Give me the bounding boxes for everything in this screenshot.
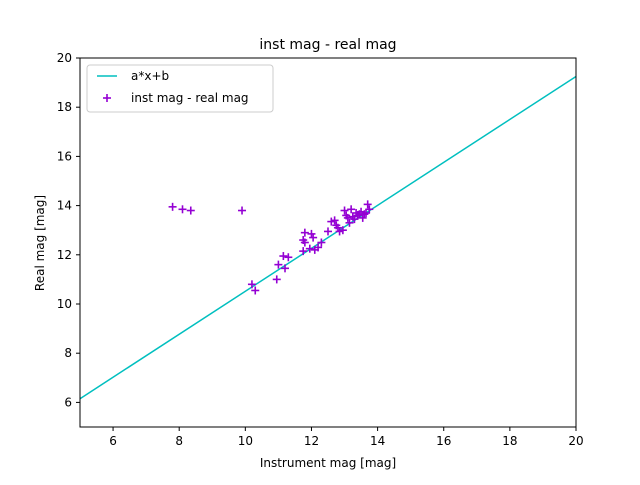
data-point — [284, 253, 293, 262]
y-tick-label: 10 — [57, 297, 72, 311]
chart-title: inst mag - real mag — [259, 37, 396, 53]
data-point — [300, 228, 309, 237]
data-point — [365, 205, 374, 214]
x-axis-label: Instrument mag [mag] — [260, 456, 396, 470]
x-tick-label: 10 — [238, 434, 253, 448]
y-tick-label: 8 — [64, 346, 72, 360]
data-point — [343, 213, 352, 222]
data-point — [299, 247, 308, 256]
x-tick-label: 14 — [370, 434, 385, 448]
x-tick-label: 6 — [109, 434, 117, 448]
data-point — [186, 206, 195, 215]
y-tick-label: 18 — [57, 100, 72, 114]
legend: a*x+b inst mag - real mag — [86, 64, 274, 113]
data-point — [300, 238, 309, 247]
y-tick-label: 16 — [57, 149, 72, 163]
y-tick-label: 12 — [57, 248, 72, 262]
data-point — [238, 206, 247, 215]
data-point — [309, 233, 318, 242]
x-tick-label: 16 — [436, 434, 451, 448]
axes-frame — [79, 57, 577, 428]
fit-line — [80, 75, 576, 400]
legend-label-points: inst mag - real mag — [131, 91, 249, 105]
x-tick-label: 20 — [568, 434, 583, 448]
legend-marker — [103, 94, 111, 102]
legend-label-fit: a*x+b — [131, 69, 169, 83]
data-point — [272, 275, 281, 284]
data-point — [358, 213, 367, 222]
data-point — [314, 243, 323, 252]
data-point — [317, 238, 326, 247]
x-tick-label: 8 — [175, 434, 183, 448]
data-point — [330, 216, 339, 225]
data-point — [247, 280, 256, 289]
data-point — [363, 200, 372, 209]
data-point — [338, 226, 347, 235]
data-point — [279, 252, 288, 261]
x-tick-label: 18 — [502, 434, 517, 448]
data-point — [345, 218, 354, 227]
y-axis-label: Real mag [mag] — [33, 195, 47, 291]
data-point — [281, 264, 290, 273]
y-tick-label: 20 — [57, 51, 72, 65]
y-tick-label: 14 — [57, 199, 72, 213]
data-point — [305, 244, 314, 253]
data-point — [340, 206, 349, 215]
legend-frame — [86, 64, 274, 113]
data-point — [307, 229, 316, 238]
data-point — [274, 260, 283, 269]
data-point — [360, 210, 369, 219]
data-point — [324, 227, 332, 236]
data-point — [178, 205, 187, 214]
data-point — [347, 205, 356, 214]
legend-marker-swatch — [103, 94, 111, 102]
data-point — [333, 223, 342, 232]
y-tick-label: 6 — [64, 395, 72, 409]
data-point — [251, 286, 260, 295]
data-point — [168, 202, 177, 211]
x-tick-label: 12 — [304, 434, 319, 448]
